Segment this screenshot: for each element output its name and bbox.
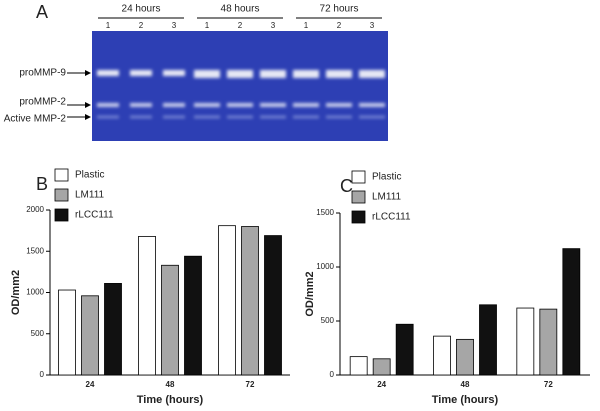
gel-band bbox=[359, 115, 385, 119]
gel-band bbox=[359, 103, 385, 107]
gel bbox=[92, 31, 388, 141]
y-tick-label: 1500 bbox=[26, 246, 44, 255]
legend-swatch bbox=[351, 210, 366, 224]
gel-band bbox=[194, 103, 220, 107]
bar bbox=[138, 235, 156, 376]
lane-label: 2 bbox=[337, 21, 342, 30]
x-tick-label: 72 bbox=[246, 380, 255, 389]
legend-label: rLCC111 bbox=[75, 210, 114, 221]
band-label: proMMP-9 bbox=[19, 68, 66, 79]
lane-label: 3 bbox=[172, 21, 177, 30]
gel-band bbox=[163, 115, 185, 119]
bar bbox=[161, 264, 179, 376]
legend-swatch bbox=[351, 190, 366, 204]
y-tick-label: 2000 bbox=[26, 205, 44, 214]
y-tick-label: 1000 bbox=[26, 288, 44, 297]
gel-band bbox=[130, 70, 152, 76]
gel-band bbox=[293, 70, 319, 78]
lane-label: 1 bbox=[205, 21, 210, 30]
gel-band bbox=[293, 103, 319, 107]
y-tick-label: 1500 bbox=[316, 208, 334, 217]
legend-label: LM111 bbox=[372, 192, 402, 203]
y-tick-label: 500 bbox=[31, 329, 45, 338]
x-axis-label: Time (hours) bbox=[432, 394, 499, 406]
y-axis-label: OD/mm2 bbox=[10, 270, 22, 315]
bar bbox=[241, 226, 259, 376]
gel-band bbox=[359, 70, 385, 78]
gel-band bbox=[194, 70, 220, 78]
gel-band bbox=[260, 70, 286, 78]
lane-label: 3 bbox=[370, 21, 375, 30]
bar bbox=[81, 295, 99, 376]
y-axis-label: OD/mm2 bbox=[304, 271, 316, 316]
bar bbox=[456, 338, 474, 376]
gel-band bbox=[163, 103, 185, 107]
bar bbox=[184, 255, 202, 376]
gel-band bbox=[227, 70, 253, 78]
gel-band bbox=[97, 115, 119, 119]
x-axis-label: Time (hours) bbox=[137, 394, 204, 406]
gel-band bbox=[130, 103, 152, 107]
x-tick-label: 72 bbox=[544, 380, 553, 389]
group-label: 24 hours bbox=[122, 4, 161, 15]
panel-label: C bbox=[340, 176, 353, 196]
legend-label: LM111 bbox=[75, 190, 105, 201]
bar bbox=[58, 289, 76, 376]
bar bbox=[395, 323, 414, 376]
band-label: proMMP-2 bbox=[19, 97, 66, 108]
group-label: 48 hours bbox=[221, 4, 260, 15]
bar bbox=[539, 308, 558, 376]
gel-band bbox=[326, 115, 352, 119]
legend-label: Plastic bbox=[75, 170, 104, 181]
gel-band bbox=[130, 115, 152, 119]
legend-label: Plastic bbox=[372, 172, 401, 183]
gel-band bbox=[97, 70, 119, 76]
gel-band bbox=[293, 115, 319, 119]
gel-band bbox=[260, 103, 286, 107]
lane-label: 1 bbox=[106, 21, 111, 30]
bar bbox=[479, 304, 497, 376]
panel-label: B bbox=[36, 174, 48, 194]
band-label: Active MMP-2 bbox=[4, 114, 67, 125]
bar bbox=[516, 307, 535, 376]
y-tick-label: 0 bbox=[40, 370, 45, 379]
y-tick-label: 0 bbox=[330, 370, 335, 379]
bar bbox=[104, 283, 122, 376]
bar bbox=[562, 248, 581, 376]
x-tick-label: 24 bbox=[377, 380, 386, 389]
gel-band bbox=[227, 103, 253, 107]
panel-label: A bbox=[36, 2, 48, 22]
group-label: 72 hours bbox=[320, 4, 359, 15]
lane-label: 2 bbox=[139, 21, 144, 30]
legend-swatch bbox=[54, 168, 69, 182]
y-tick-label: 1000 bbox=[316, 262, 334, 271]
y-tick-label: 500 bbox=[321, 316, 335, 325]
legend-swatch bbox=[54, 208, 69, 222]
x-tick-label: 24 bbox=[86, 380, 95, 389]
x-tick-label: 48 bbox=[166, 380, 175, 389]
gel-band bbox=[326, 103, 352, 107]
bar bbox=[433, 335, 451, 376]
gel-band bbox=[227, 115, 253, 119]
lane-label: 1 bbox=[304, 21, 309, 30]
legend-swatch bbox=[54, 188, 69, 202]
bar bbox=[264, 235, 282, 376]
legend-swatch bbox=[351, 170, 366, 184]
gel-band bbox=[163, 70, 185, 76]
bar bbox=[218, 225, 236, 376]
gel-band bbox=[97, 103, 119, 107]
lane-label: 3 bbox=[271, 21, 276, 30]
x-tick-label: 48 bbox=[461, 380, 470, 389]
legend-label: rLCC111 bbox=[372, 212, 411, 223]
bar bbox=[372, 358, 391, 376]
gel-band bbox=[326, 70, 352, 78]
bar bbox=[349, 356, 368, 376]
gel-band bbox=[194, 115, 220, 119]
lane-label: 2 bbox=[238, 21, 243, 30]
gel-band bbox=[260, 115, 286, 119]
